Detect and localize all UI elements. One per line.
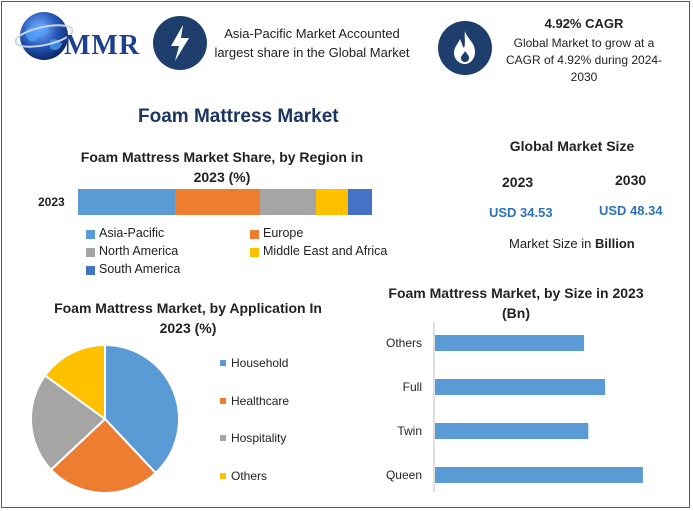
legend-swatch — [86, 266, 95, 275]
legend-swatch — [250, 248, 259, 257]
market-size-title: Global Market Size — [509, 138, 635, 154]
pie-slice-household — [104, 344, 180, 475]
region-bar-segment-north-america — [260, 189, 317, 215]
legend-label: Healthcare — [231, 393, 290, 408]
market-size-year-2030: 2030 — [615, 172, 647, 188]
legend-label: Hospitality — [231, 431, 287, 445]
application-pie-chart — [30, 344, 180, 494]
pie-slice-hospitality — [30, 374, 107, 472]
size-category-label-others: Others — [386, 336, 422, 350]
region-bar-segment-south-america — [348, 189, 372, 215]
legend-swatch — [220, 472, 226, 479]
region-chart-category-label: 2023 — [38, 195, 65, 209]
legend-label: Household — [231, 356, 289, 370]
cagr-title: 4.92% CAGR — [544, 16, 624, 31]
size-bar-chart: Others Full Twin Queen — [386, 322, 643, 492]
region-legend: Asia-Pacific Europe North America Middle Ea… — [86, 226, 406, 282]
region-bar-segment-europe — [175, 189, 261, 215]
size-bar-others — [435, 335, 585, 351]
legend-swatch — [250, 230, 259, 239]
legend-swatch — [220, 360, 226, 366]
market-size-value-2030: USD 48.34 — [599, 203, 663, 218]
pie-slice-others — [43, 344, 106, 421]
legend-label: North America — [99, 244, 179, 258]
legend-label: Others — [231, 468, 268, 483]
region-chart-title: Foam Mattress Market Share, by Region in… — [80, 149, 364, 185]
legend-swatch — [220, 397, 226, 404]
size-category-label-twin: Twin — [397, 424, 422, 438]
legend-label: Asia-Pacific — [99, 226, 165, 240]
legend-label: Middle East and Africa — [263, 244, 388, 258]
size-bar-twin — [435, 423, 589, 439]
globe-icon — [14, 10, 74, 62]
market-size-value-2023: USD 34.53 — [489, 205, 553, 220]
legend-swatch — [220, 435, 226, 441]
size-category-label-full: Full — [403, 380, 422, 394]
flame-icon — [438, 21, 492, 75]
legend-swatch — [86, 248, 95, 257]
market-size-unit: Market Size in Billion — [509, 236, 635, 251]
cagr-text: Global Market to grow at a CAGR of 4.92%… — [505, 36, 663, 84]
application-legend: Household Healthcare Hospitality Others — [220, 356, 340, 496]
info-asia-pacific-text: Asia-Pacific Market Accounted largest sh… — [214, 26, 410, 60]
page-title: Foam Mattress Market — [138, 106, 339, 127]
size-bar-queen — [435, 467, 643, 483]
pie-slice-healthcare — [49, 417, 158, 494]
region-stacked-bar — [78, 189, 372, 215]
market-size-year-2023: 2023 — [502, 174, 534, 190]
size-bar-full — [435, 379, 606, 395]
region-bar-segment-asia-pacific — [78, 189, 176, 215]
legend-label: South America — [99, 262, 181, 276]
lightning-icon — [153, 16, 207, 70]
legend-swatch — [86, 230, 95, 239]
size-chart-title: Foam Mattress Market, by Size in 2023 (B… — [388, 285, 644, 321]
logo-text: MMR — [64, 30, 141, 61]
size-category-label-queen: Queen — [386, 468, 422, 482]
application-chart-title: Foam Mattress Market, by Application In … — [54, 300, 322, 336]
region-bar-segment-middle-east-and-africa — [316, 189, 349, 215]
legend-label: Europe — [263, 226, 304, 240]
